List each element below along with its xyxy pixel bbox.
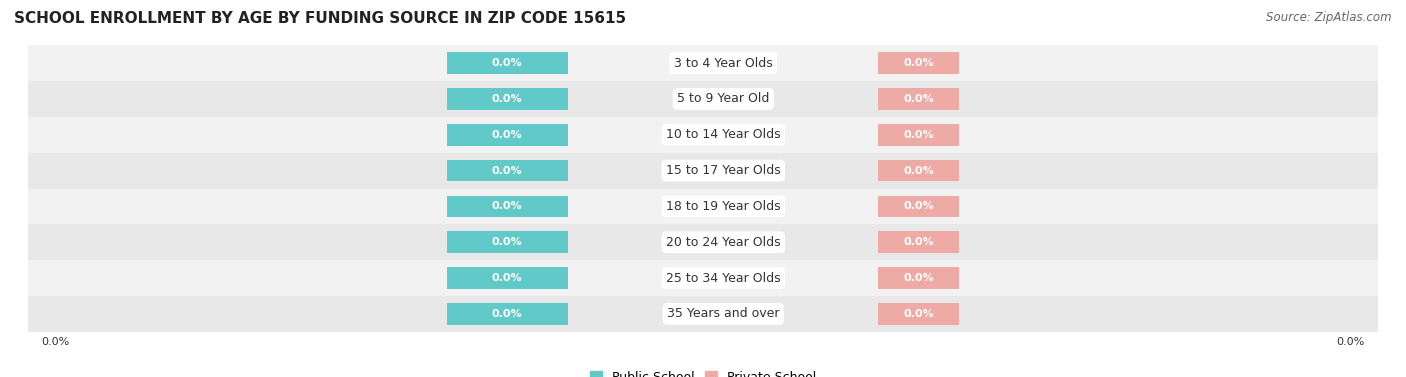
- Text: 3 to 4 Year Olds: 3 to 4 Year Olds: [673, 57, 773, 70]
- Bar: [28, 188, 1378, 224]
- Text: 35 Years and over: 35 Years and over: [666, 307, 779, 320]
- Bar: [447, 231, 568, 253]
- Text: 0.0%: 0.0%: [904, 130, 934, 140]
- Bar: [447, 303, 568, 325]
- Text: 0.0%: 0.0%: [492, 58, 523, 68]
- Bar: [447, 124, 568, 146]
- Bar: [28, 224, 1378, 260]
- Text: 0.0%: 0.0%: [1336, 337, 1364, 348]
- Text: 0.0%: 0.0%: [42, 337, 70, 348]
- Legend: Public School, Private School: Public School, Private School: [585, 366, 821, 377]
- Text: 10 to 14 Year Olds: 10 to 14 Year Olds: [666, 128, 780, 141]
- Bar: [879, 52, 959, 74]
- Bar: [28, 153, 1378, 188]
- Bar: [879, 124, 959, 146]
- Bar: [447, 267, 568, 289]
- Text: 0.0%: 0.0%: [904, 309, 934, 319]
- Bar: [879, 160, 959, 181]
- Text: 15 to 17 Year Olds: 15 to 17 Year Olds: [666, 164, 780, 177]
- Bar: [28, 45, 1378, 81]
- Text: 0.0%: 0.0%: [492, 130, 523, 140]
- Text: 0.0%: 0.0%: [904, 94, 934, 104]
- Bar: [28, 81, 1378, 117]
- Bar: [28, 260, 1378, 296]
- Text: 0.0%: 0.0%: [492, 201, 523, 211]
- Text: 0.0%: 0.0%: [904, 166, 934, 176]
- Text: 0.0%: 0.0%: [904, 273, 934, 283]
- Text: 0.0%: 0.0%: [492, 273, 523, 283]
- Bar: [28, 117, 1378, 153]
- Text: SCHOOL ENROLLMENT BY AGE BY FUNDING SOURCE IN ZIP CODE 15615: SCHOOL ENROLLMENT BY AGE BY FUNDING SOUR…: [14, 11, 626, 26]
- Text: 5 to 9 Year Old: 5 to 9 Year Old: [678, 92, 769, 106]
- Text: Source: ZipAtlas.com: Source: ZipAtlas.com: [1267, 11, 1392, 24]
- Text: 25 to 34 Year Olds: 25 to 34 Year Olds: [666, 271, 780, 285]
- Bar: [879, 88, 959, 110]
- Bar: [879, 267, 959, 289]
- Text: 20 to 24 Year Olds: 20 to 24 Year Olds: [666, 236, 780, 249]
- Bar: [879, 231, 959, 253]
- Text: 0.0%: 0.0%: [492, 94, 523, 104]
- Bar: [447, 160, 568, 181]
- Text: 18 to 19 Year Olds: 18 to 19 Year Olds: [666, 200, 780, 213]
- Bar: [447, 88, 568, 110]
- Bar: [447, 196, 568, 217]
- Text: 0.0%: 0.0%: [492, 166, 523, 176]
- Text: 0.0%: 0.0%: [904, 237, 934, 247]
- Text: 0.0%: 0.0%: [492, 309, 523, 319]
- Text: 0.0%: 0.0%: [492, 237, 523, 247]
- Text: 0.0%: 0.0%: [904, 58, 934, 68]
- Bar: [879, 196, 959, 217]
- Text: 0.0%: 0.0%: [904, 201, 934, 211]
- Bar: [447, 52, 568, 74]
- Bar: [879, 303, 959, 325]
- Bar: [28, 296, 1378, 332]
